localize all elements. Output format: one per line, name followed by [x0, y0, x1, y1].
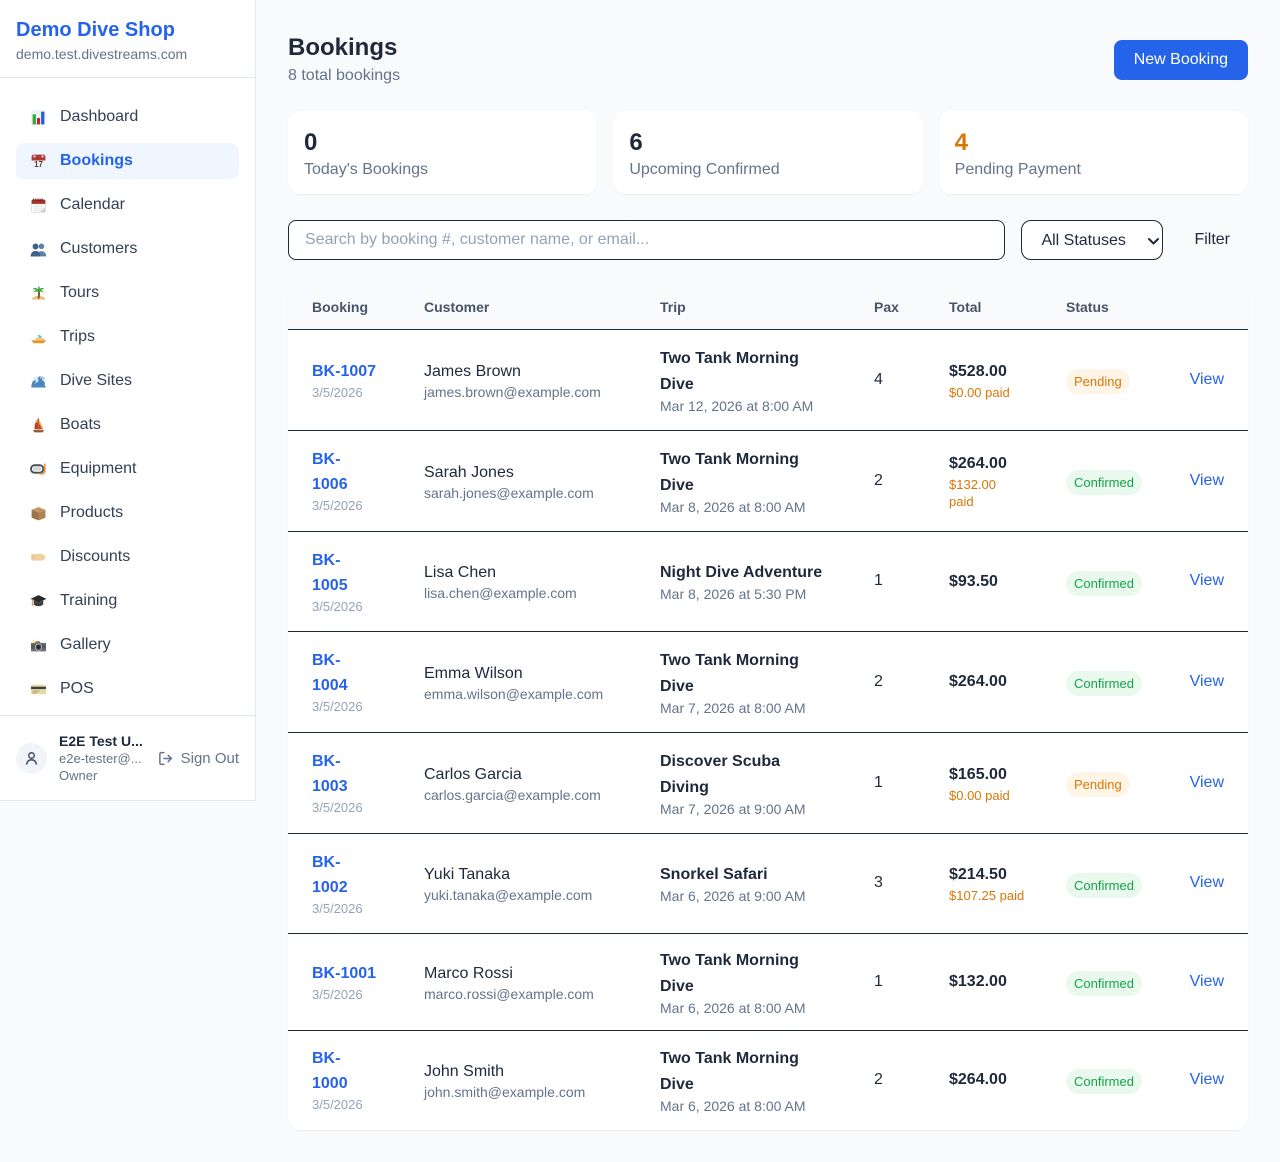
svg-text:17: 17	[34, 160, 43, 169]
